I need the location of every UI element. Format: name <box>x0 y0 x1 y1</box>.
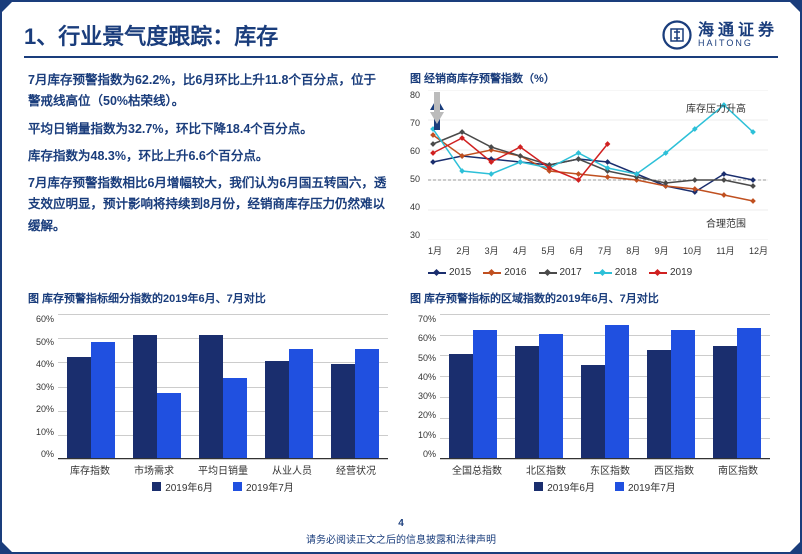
bar-group <box>449 330 497 458</box>
disclaimer: 请务必阅读正文之后的信息披露和法律声明 <box>0 531 802 546</box>
bar <box>449 354 473 458</box>
body-text: 7月库存预警指数为62.2%，比6月环比上升11.8个百分点，位于警戒线高位（5… <box>28 70 388 243</box>
chart-title: 图 库存预警指标细分指数的2019年6月、7月对比 <box>28 290 388 306</box>
chart-legend: 2019年6月2019年7月 <box>58 479 388 494</box>
bar-group <box>331 349 379 458</box>
y-axis: 807060504030 <box>410 90 420 240</box>
line-chart-warning-index: 图 经销商库存预警指数（%） 807060504030 库存压力升高 合理范围 … <box>410 70 770 278</box>
logo-text-cn: 海通证券 <box>698 23 778 39</box>
bars <box>58 314 388 459</box>
bar-chart-detail: 图 库存预警指标细分指数的2019年6月、7月对比 60%50%40%30%20… <box>28 290 388 489</box>
bar <box>223 378 247 458</box>
logo-icon <box>662 20 692 50</box>
chart-legend: 2019年6月2019年7月 <box>440 479 770 494</box>
bar <box>713 346 737 458</box>
bar <box>539 334 563 458</box>
bar <box>289 349 313 458</box>
x-axis: 1月2月3月4月5月6月7月8月9月10月11月12月 <box>428 244 768 257</box>
bar-group <box>199 335 247 458</box>
bar <box>91 342 115 458</box>
bars <box>440 314 770 459</box>
bar <box>199 335 223 458</box>
bar <box>671 330 695 458</box>
bar-group <box>581 325 629 458</box>
bar <box>67 357 91 459</box>
bar <box>133 335 157 458</box>
paragraph: 7月库存预警指数为62.2%，比6月环比上升11.8个百分点，位于警戒线高位（5… <box>28 70 388 113</box>
bar <box>647 350 671 458</box>
bar-group <box>133 335 181 458</box>
bar <box>331 364 355 458</box>
chart-title: 图 经销商库存预警指数（%） <box>410 70 770 86</box>
bar-group <box>265 349 313 458</box>
paragraph: 平均日销量指数为32.7%，环比下降18.4个百分点。 <box>28 119 388 140</box>
annotation-down: 合理范围 <box>706 215 746 230</box>
bar <box>581 365 605 458</box>
y-axis: 60%50%40%30%20%10%0% <box>28 314 54 459</box>
bar <box>265 361 289 458</box>
annotation-up: 库存压力升高 <box>686 100 746 115</box>
page-title: 1、行业景气度跟踪：库存 <box>24 19 278 51</box>
bar-group <box>647 330 695 458</box>
bar-group <box>67 342 115 458</box>
footer: 4 请务必阅读正文之后的信息披露和法律声明 <box>0 518 802 546</box>
page-number: 4 <box>0 518 802 529</box>
bar <box>157 393 181 458</box>
header: 1、行业景气度跟踪：库存 海通证券 HAITONG <box>24 14 778 56</box>
paragraph: 7月库存预警指数相比6月增幅较大，我们认为6月国五转国六，透支效应明显，预计影响… <box>28 173 388 237</box>
x-axis: 全国总指数北区指数东区指数西区指数南区指数 <box>440 462 770 477</box>
brand-logo: 海通证券 HAITONG <box>662 20 778 50</box>
bar <box>737 328 761 459</box>
bar <box>473 330 497 458</box>
x-axis: 库存指数市场需求平均日销量从业人员经营状况 <box>58 462 388 477</box>
bar <box>605 325 629 458</box>
chart-title: 图 库存预警指标的区域指数的2019年6月、7月对比 <box>410 290 770 306</box>
bar-chart-region: 图 库存预警指标的区域指数的2019年6月、7月对比 70%60%50%40%3… <box>410 290 770 489</box>
logo-text-en: HAITONG <box>698 39 778 48</box>
bar <box>515 346 539 458</box>
header-divider <box>24 56 778 58</box>
y-axis: 70%60%50%40%30%20%10%0% <box>410 314 436 459</box>
bar-group <box>713 328 761 459</box>
paragraph: 库存指数为48.3%，环比上升6.6个百分点。 <box>28 146 388 167</box>
arrow-down-icon <box>428 90 446 126</box>
bar-group <box>515 334 563 458</box>
chart-legend: 20152016201720182019 <box>428 267 770 278</box>
bar <box>355 349 379 458</box>
